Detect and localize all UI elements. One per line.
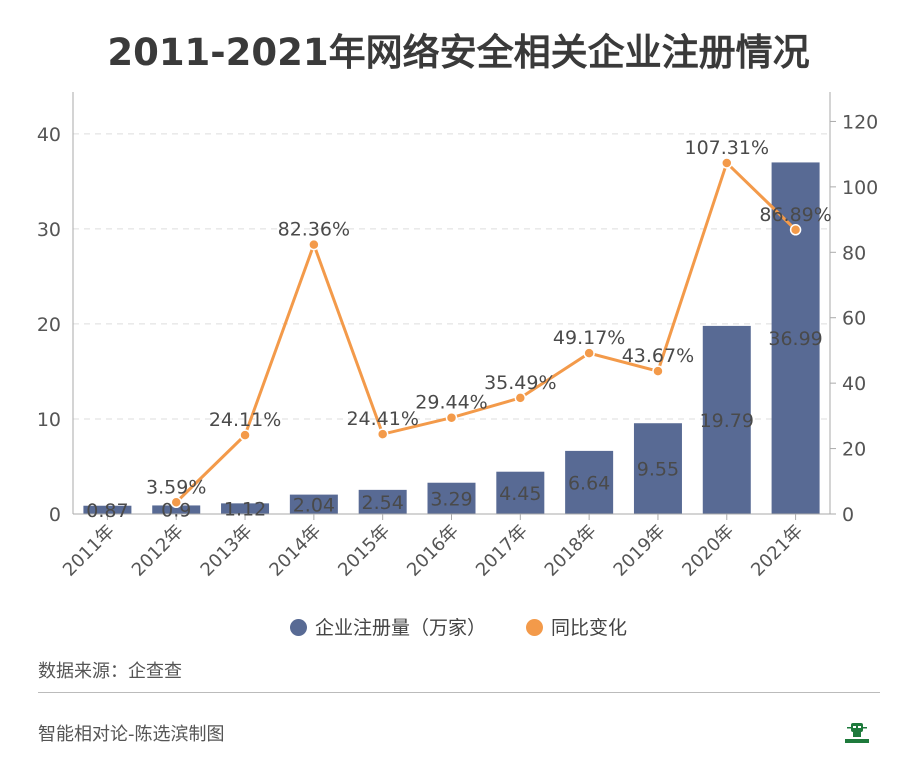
line-point — [514, 392, 527, 404]
bar — [427, 482, 476, 514]
bar-data-label: 4.45 — [499, 483, 541, 505]
line-point — [170, 496, 182, 509]
line-data-label: 29.44% — [415, 392, 487, 414]
bar — [221, 503, 270, 514]
x-tick-label: 2011年 — [59, 521, 119, 581]
legend-item-bar[interactable]: 企业注册量（万家） — [289, 613, 486, 640]
line-data-label: 35.49% — [484, 372, 556, 394]
bar-data-label: 0.87 — [86, 500, 128, 522]
bar-data-label: 3.29 — [430, 488, 472, 510]
y-right-tick-label: 60 — [842, 308, 866, 330]
source-note: 数据来源：企查查 — [38, 661, 182, 682]
y-left-tick-label: 40 — [37, 124, 61, 146]
bar — [152, 505, 201, 514]
line-point — [583, 347, 595, 359]
line-point — [789, 224, 802, 236]
line-data-label: 86.89% — [759, 204, 831, 226]
y-left-tick-label: 10 — [37, 409, 61, 431]
bar-data-label: 36.99 — [768, 328, 822, 350]
robot-logo-icon — [845, 723, 869, 743]
line-data-label: 3.59% — [146, 476, 206, 498]
line-data-label: 24.11% — [209, 409, 281, 431]
y-right-tick-label: 20 — [842, 439, 866, 461]
x-tick-label: 2012年 — [128, 521, 188, 581]
line-data-label: 43.67% — [622, 345, 694, 367]
line-data-label: 82.36% — [278, 219, 350, 241]
bar-data-label: 19.79 — [700, 410, 754, 432]
line-data-label: 24.41% — [346, 408, 418, 430]
bar-data-label: 1.12 — [224, 499, 266, 521]
x-tick-label: 2016年 — [403, 521, 463, 581]
bar — [565, 450, 614, 514]
y-left-tick-label: 20 — [37, 314, 61, 336]
x-tick-label: 2015年 — [334, 521, 394, 581]
bar — [633, 423, 682, 514]
bar-data-label: 2.54 — [362, 492, 404, 514]
line-point — [308, 238, 320, 251]
bar — [289, 494, 338, 514]
legend-marker-bar — [289, 619, 307, 636]
line-point — [721, 157, 733, 169]
line-series — [175, 160, 797, 504]
author-note: 智能相对论-陈选滨制图 — [38, 724, 225, 745]
line-point — [239, 429, 251, 441]
bar-data-label: 9.55 — [637, 459, 679, 481]
x-tick-label: 2019年 — [610, 521, 670, 581]
line-point — [445, 411, 458, 424]
bar — [358, 489, 407, 514]
bar-data-label: 0.9 — [161, 500, 191, 522]
y-right-tick-label: 40 — [842, 373, 866, 395]
y-right-tick-label: 0 — [842, 504, 854, 526]
chart-title: 2011-2021年网络安全相关企业注册情况 — [107, 31, 810, 74]
x-tick-label: 2013年 — [197, 521, 257, 581]
divider — [38, 692, 880, 693]
y-left-tick-label: 30 — [37, 219, 61, 241]
x-tick-label: 2021年 — [747, 521, 807, 581]
bar — [702, 325, 751, 514]
legend-label: 同比变化 — [551, 617, 628, 639]
legend-label: 企业注册量（万家） — [314, 617, 486, 639]
legend-marker-line — [526, 619, 543, 636]
legend-item-line[interactable]: 同比变化 — [526, 613, 627, 640]
bar — [771, 162, 820, 514]
bar — [83, 505, 132, 514]
bar-data-label: 6.64 — [568, 472, 610, 494]
y-right-tick-label: 120 — [842, 111, 878, 133]
line-point — [652, 365, 664, 377]
y-right-tick-label: 100 — [842, 177, 878, 199]
y-right-tick-label: 80 — [842, 242, 866, 264]
line-data-label: 49.17% — [553, 327, 625, 349]
line-point — [376, 428, 389, 440]
legend: 企业注册量（万家） 同比变化 — [0, 613, 917, 640]
y-left-tick-label: 0 — [49, 504, 61, 526]
bar — [496, 471, 545, 514]
line-data-label: 107.31% — [684, 137, 769, 159]
x-tick-label: 2017年 — [472, 521, 532, 581]
x-tick-label: 2014年 — [265, 521, 325, 581]
x-tick-label: 2020年 — [678, 521, 738, 581]
x-tick-label: 2018年 — [541, 521, 601, 581]
bar-data-label: 2.04 — [293, 494, 335, 516]
